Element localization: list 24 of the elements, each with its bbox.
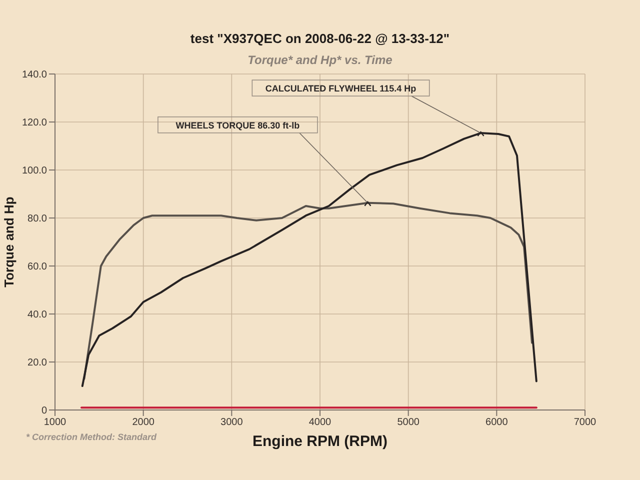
y-tick-label: 40.0 — [28, 310, 48, 321]
line-series — [81, 131, 538, 387]
line-series — [83, 201, 533, 380]
y-axis-title: Torque and Hp — [2, 196, 17, 288]
y-tick-label: 20.0 — [28, 358, 48, 369]
annotation: WHEELS TORQUE 86.30 ft-lb — [176, 120, 300, 130]
y-tick-label: 120.0 — [22, 118, 48, 129]
chart-subtitle: Torque* and Hp* vs. Time — [246, 53, 394, 67]
x-tick-label: 3000 — [220, 417, 244, 428]
x-tick-label: 6000 — [486, 417, 508, 428]
y-tick-label: 80.0 — [28, 214, 48, 225]
x-tick-label: 2000 — [132, 417, 155, 428]
y-tick-label: 140.0 — [22, 70, 48, 81]
x-tick-label: 7000 — [574, 417, 597, 428]
x-tick-label: 4000 — [308, 417, 332, 428]
annotation: CALCULATED FLYWHEEL 115.4 Hp — [265, 84, 417, 94]
chart-title: test "X937QEC on 2008-06-22 @ 13-33-12" — [189, 31, 451, 46]
x-tick-label: 5000 — [397, 417, 420, 428]
y-tick-label: 0 — [41, 406, 48, 417]
x-tick-label: 1000 — [44, 417, 67, 428]
y-tick-label: 60.0 — [28, 262, 48, 273]
y-tick-label: 100.0 — [22, 166, 48, 177]
x-axis-title: Engine RPM (RPM) — [252, 433, 388, 450]
text: * Correction Method: Standard — [26, 432, 157, 442]
